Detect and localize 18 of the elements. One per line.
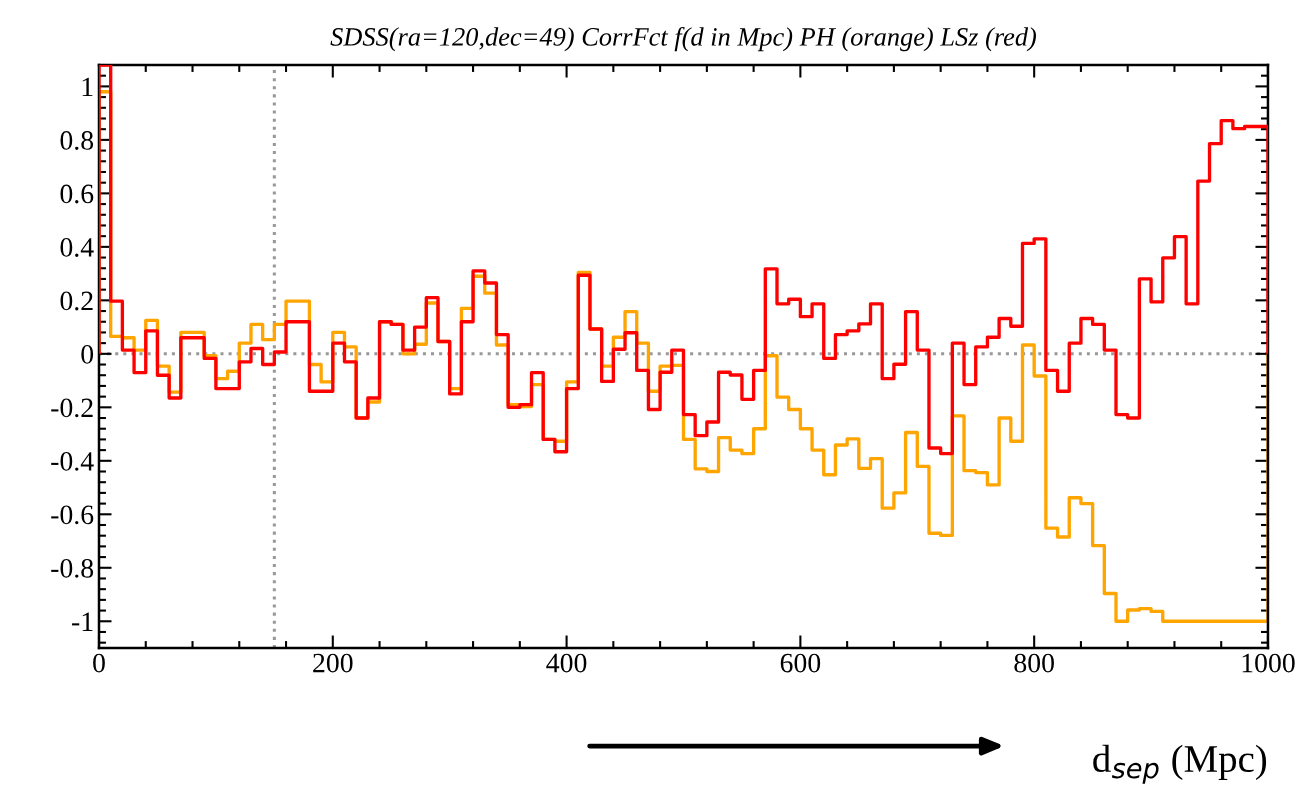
x-axis-title: d$_{sep}$ (Mpc) [1093, 744, 1267, 784]
y-tick-label: 0.2 [60, 291, 93, 311]
y-tick-label: -0.4 [51, 451, 94, 471]
y-tick-label: -1 [72, 612, 93, 631]
x-tick-label: 1000 [1242, 653, 1295, 673]
y-tick-label: -0.2 [51, 398, 93, 418]
chart-title: SDSS(ra=120,dec=49) CorrFct f(d in Mpc) PH (orange) LSz (red) [330, 26, 1037, 52]
y-tick-label: 0.6 [60, 184, 94, 204]
x-tick-label: 400 [546, 653, 587, 673]
y-tick-label: 1 [82, 77, 93, 97]
x-tick-label: 600 [780, 653, 821, 673]
y-tick-label: 0 [81, 345, 94, 364]
y-tick-label: 0.4 [60, 238, 94, 257]
x-tick-label: 800 [1014, 653, 1054, 673]
y-tick-label: -0.8 [51, 558, 94, 578]
y-tick-label: -0.6 [51, 505, 94, 525]
x-tick-label: 200 [313, 653, 353, 673]
y-tick-label: 0.8 [60, 131, 94, 150]
